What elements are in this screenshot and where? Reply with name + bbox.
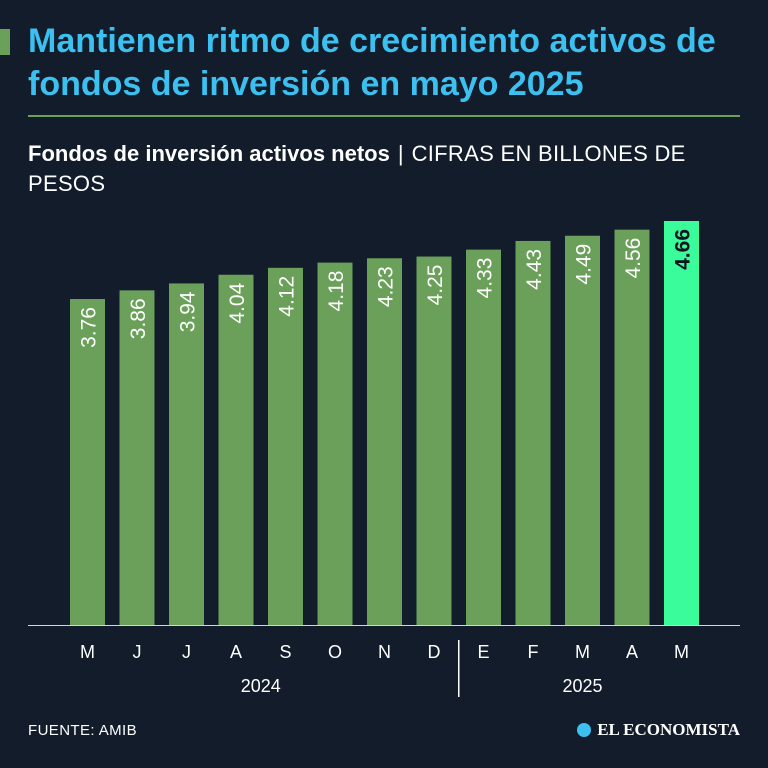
brand-logo: EL ECONOMISTA	[577, 720, 740, 740]
data-label: 4.18	[325, 271, 348, 312]
data-label: 4.66	[672, 229, 695, 270]
x-tick-label: N	[378, 642, 391, 662]
subtitle-units: CIFRAS EN BILLONES DE PESOS	[28, 141, 686, 196]
data-label: 4.04	[226, 282, 249, 323]
chart-subtitle: Fondos de inversión activos netos | CIFRAS…	[28, 139, 748, 199]
logo-mark-icon	[577, 723, 592, 737]
data-label: 3.76	[78, 307, 101, 348]
bar	[70, 299, 105, 625]
data-label: 4.49	[573, 244, 596, 285]
bar	[664, 221, 699, 625]
data-label: 3.94	[177, 291, 200, 332]
data-label: 4.12	[276, 276, 299, 317]
x-tick-label: S	[279, 642, 291, 662]
bar	[614, 229, 650, 625]
data-label: 4.23	[375, 266, 398, 307]
bar	[317, 262, 353, 625]
bar	[119, 290, 155, 625]
subtitle-separator: |	[397, 141, 404, 166]
subtitle-main: Fondos de inversión activos netos	[28, 141, 390, 166]
x-tick-label: F	[528, 642, 539, 662]
x-tick-label: J	[133, 642, 142, 662]
x-tick-label: M	[674, 642, 689, 662]
data-label: 4.56	[622, 238, 645, 279]
bar	[367, 258, 402, 625]
year-group-label: 2025	[562, 676, 602, 696]
bar	[218, 274, 254, 625]
bar	[268, 267, 303, 625]
bar	[416, 256, 452, 625]
logo-text: EL ECONOMISTA	[597, 720, 740, 739]
bar	[515, 240, 551, 625]
year-group-label: 2024	[241, 676, 281, 696]
x-tick-label: M	[80, 642, 95, 662]
bar	[565, 235, 600, 625]
title-divider	[28, 115, 740, 117]
page-title: Mantienen ritmo de crecimiento activos d…	[28, 22, 716, 103]
x-tick-label: E	[477, 642, 489, 662]
x-tick-label: A	[230, 642, 242, 662]
data-label: 4.43	[523, 249, 546, 290]
data-label: 4.33	[474, 258, 497, 299]
x-tick-label: D	[428, 642, 441, 662]
data-label: 4.25	[424, 265, 447, 306]
source-note: FUENTE: AMIB	[28, 722, 137, 739]
x-tick-label: J	[182, 642, 191, 662]
data-label: 3.86	[127, 298, 150, 339]
bar	[466, 249, 501, 625]
x-tick-label: A	[626, 642, 638, 662]
x-tick-label: O	[328, 642, 342, 662]
title-marker	[0, 29, 10, 55]
bar	[169, 283, 204, 625]
x-tick-label: M	[575, 642, 590, 662]
